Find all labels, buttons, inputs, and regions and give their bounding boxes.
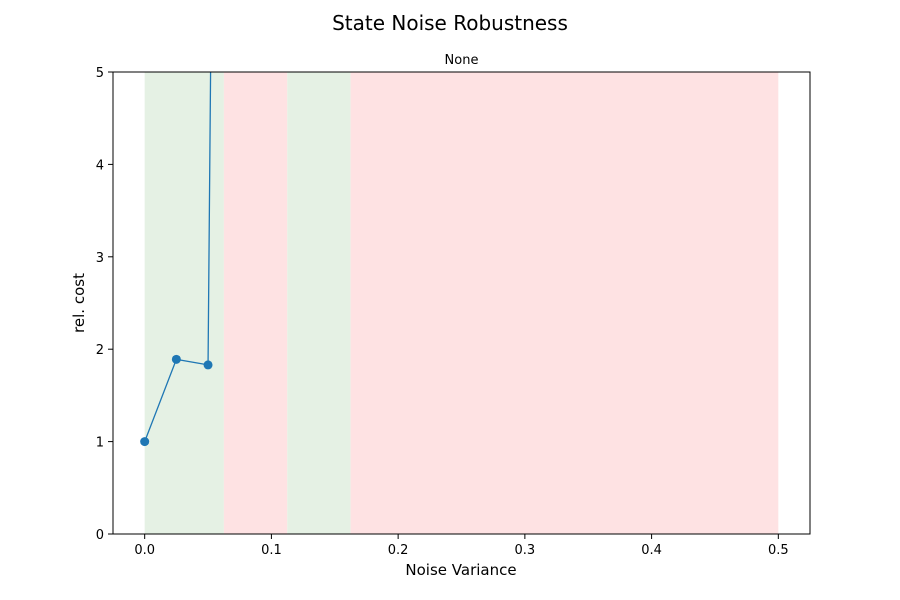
series-layer [140, 71, 213, 447]
y-tick-label-2: 2 [96, 343, 104, 358]
plot-frame [112, 71, 811, 535]
y-tick-label-4: 4 [96, 158, 104, 173]
y-tick-label-3: 3 [96, 251, 104, 266]
x-axis-label: Noise Variance [405, 561, 516, 579]
band-bad-3 [350, 72, 779, 534]
y-tick-label-0: 0 [96, 528, 104, 543]
x-tick-label-5: 0.5 [768, 543, 789, 558]
data-point-0-1 [171, 354, 181, 364]
chart-title: State Noise Robustness [332, 11, 568, 35]
x-axis-ticks: 0.0 0.1 0.2 0.3 0.4 0.5 [134, 534, 789, 558]
y-axis-label: rel. cost [70, 273, 88, 333]
x-tick-label-4: 0.4 [641, 543, 662, 558]
chart-subtitle: None [445, 53, 479, 68]
data-point-0-2 [203, 360, 213, 370]
y-tick-label-1: 1 [96, 436, 104, 451]
series-line-0 [144, 71, 212, 442]
x-tick-label-0: 0.0 [134, 543, 155, 558]
x-tick-label-3: 0.3 [515, 543, 536, 558]
y-axis-ticks: 0 1 2 3 4 5 [96, 66, 113, 543]
band-good-0 [144, 72, 224, 534]
x-tick-label-2: 0.2 [388, 543, 409, 558]
y-tick-label-5: 5 [96, 66, 104, 81]
bands-layer [144, 72, 779, 534]
x-tick-label-1: 0.1 [261, 543, 282, 558]
data-point-0-0 [140, 437, 150, 447]
band-good-2 [287, 72, 351, 534]
band-bad-1 [223, 72, 288, 534]
